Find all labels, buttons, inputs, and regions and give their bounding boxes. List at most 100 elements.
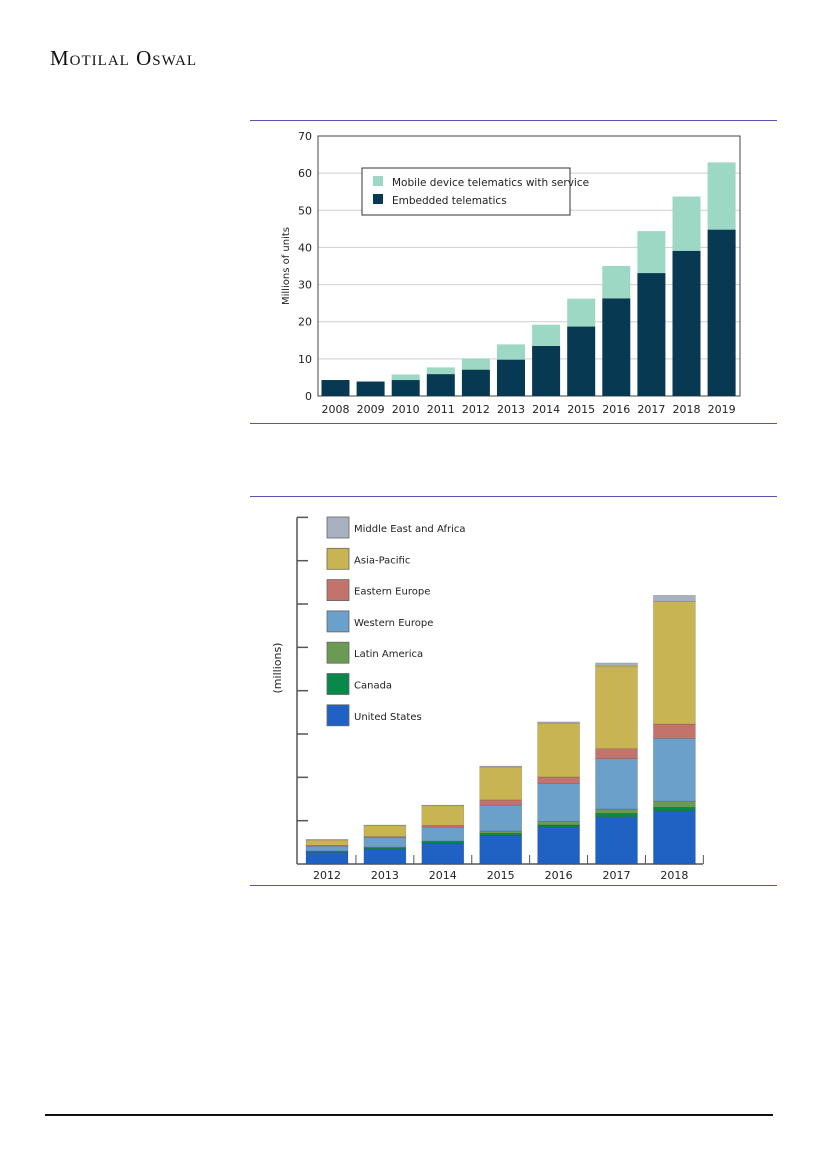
bar-segment-latin-america: [363, 846, 407, 849]
legend-label: Canada: [354, 681, 392, 692]
bar-segment-middle-east-and-africa: [421, 804, 465, 807]
bar-segment-asia-pacific: [479, 766, 522, 801]
bar-segment-embedded-telematics: [602, 298, 631, 396]
x-tick-label: 2009: [357, 403, 385, 416]
bar-segment-middle-east-and-africa: [537, 721, 580, 724]
chart1-top-rule: [250, 120, 777, 121]
legend-swatch: [373, 176, 383, 186]
legend-label: United States: [354, 712, 422, 723]
y-tick-label: 70: [298, 130, 312, 143]
bar-segment-eastern-europe: [595, 748, 638, 759]
legend-label: Latin America: [354, 649, 423, 660]
bar-segment-latin-america: [537, 821, 580, 826]
bar-segment-eastern-europe: [421, 825, 465, 828]
bar-segment-mobile-device-telematics-with-service: [602, 266, 631, 299]
bar-segment-embedded-telematics: [356, 381, 385, 396]
brand-logo: Motilal Oswal: [50, 46, 198, 70]
footer-rule: [45, 1114, 773, 1116]
bar-segment-middle-east-and-africa: [363, 824, 407, 827]
bar-segment-western-europe: [537, 783, 580, 822]
legend-label: Eastern Europe: [354, 587, 430, 598]
legend-swatch: [326, 704, 350, 727]
x-tick-label: 2019: [708, 403, 736, 416]
bar-segment-embedded-telematics: [321, 380, 350, 396]
x-tick-label: 2018: [673, 403, 701, 416]
legend-swatch: [326, 579, 350, 601]
bar-segment-eastern-europe: [653, 723, 696, 739]
bar-segment-united-states: [305, 852, 349, 865]
legend-label: Mobile device telematics with service: [392, 177, 589, 189]
y-tick-label: 20: [298, 316, 312, 329]
bar-segment-embedded-telematics: [707, 229, 736, 396]
y-axis-label: (millions): [271, 643, 284, 694]
bar-segment-western-europe: [595, 758, 638, 810]
x-tick-label: 2013: [497, 403, 525, 416]
bar-segment-united-states: [653, 810, 696, 865]
legend-swatch: [373, 194, 383, 204]
x-tick-label: 2016: [602, 403, 630, 416]
legend-swatch: [326, 673, 350, 695]
bar-segment-mobile-device-telematics-with-service: [532, 324, 561, 346]
x-tick-label: 2008: [322, 403, 350, 416]
legend-swatch: [326, 547, 350, 570]
legend-box: [361, 167, 571, 216]
bar-segment-asia-pacific: [595, 665, 638, 749]
legend-label: Embedded telematics: [392, 195, 507, 207]
bar-segment-middle-east-and-africa: [653, 595, 696, 602]
bar-segment-middle-east-and-africa: [305, 839, 349, 841]
bar-segment-canada: [537, 824, 580, 828]
bar-segment-mobile-device-telematics-with-service: [637, 231, 666, 274]
y-axis-label: Millions of units: [281, 227, 292, 305]
y-tick-label: 60: [298, 167, 312, 180]
bar-segment-canada: [653, 806, 696, 811]
y-tick-label: 10: [298, 353, 312, 366]
bar-segment-mobile-device-telematics-with-service: [391, 374, 420, 381]
bar-segment-united-states: [595, 816, 638, 865]
legend-label: Asia-Pacific: [354, 555, 410, 566]
y-tick-label: 40: [298, 241, 312, 254]
bar-segment-mobile-device-telematics-with-service: [567, 298, 596, 327]
bar-segment-united-states: [363, 848, 407, 865]
bar-segment-asia-pacific: [421, 805, 465, 826]
bar-segment-embedded-telematics: [497, 359, 525, 396]
bar-segment-latin-america: [595, 808, 638, 814]
bar-segment-asia-pacific: [537, 722, 580, 778]
x-tick-label: 2015: [487, 869, 515, 882]
bar-segment-embedded-telematics: [426, 374, 455, 396]
bar-segment-canada: [595, 813, 638, 818]
bar-segment-embedded-telematics: [391, 380, 420, 396]
bar-segment-mobile-device-telematics-with-service: [707, 162, 736, 230]
bar-segment-western-europe: [653, 738, 696, 802]
bar-segment-mobile-device-telematics-with-service: [426, 367, 455, 375]
bar-segment-canada: [479, 832, 522, 836]
bar-segment-embedded-telematics: [461, 369, 490, 396]
x-tick-label: 2010: [392, 403, 420, 416]
x-tick-label: 2015: [567, 403, 595, 416]
bar-segment-embedded-telematics: [567, 326, 596, 396]
bar-segment-latin-america: [653, 800, 696, 808]
chart2-top-rule: [250, 496, 777, 497]
x-tick-label: 2018: [660, 869, 688, 882]
bar-segment-united-states: [479, 835, 522, 865]
legend-swatch: [326, 610, 350, 633]
chart1-bottom-rule: [250, 423, 777, 424]
x-tick-label: 2011: [427, 403, 455, 416]
bar-segment-asia-pacific: [363, 825, 407, 837]
bar-segment-mobile-device-telematics-with-service: [672, 196, 701, 251]
x-tick-label: 2017: [603, 869, 631, 882]
bar-segment-eastern-europe: [537, 776, 580, 784]
bar-segment-asia-pacific: [305, 839, 349, 846]
x-tick-label: 2014: [429, 869, 457, 882]
x-tick-label: 2013: [371, 869, 399, 882]
bar-segment-western-europe: [421, 826, 465, 842]
bar-segment-embedded-telematics: [637, 273, 666, 396]
y-tick-label: 50: [298, 204, 312, 217]
bar-segment-western-europe: [363, 836, 407, 848]
x-tick-label: 2016: [545, 869, 573, 882]
x-tick-label: 2012: [462, 403, 490, 416]
bar-segment-latin-america: [479, 830, 522, 834]
x-tick-label: 2017: [637, 403, 665, 416]
bar-segment-western-europe: [305, 845, 349, 852]
